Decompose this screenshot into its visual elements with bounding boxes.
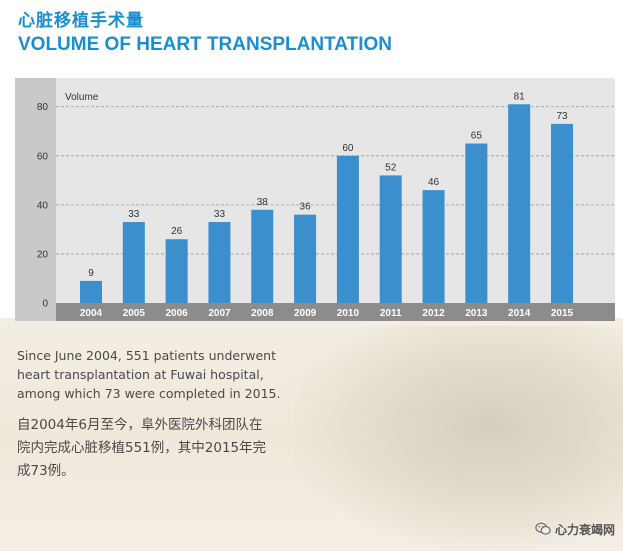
x-tick-label: 2010 xyxy=(337,308,360,319)
bar-value-label: 33 xyxy=(214,209,226,220)
description-en-line: heart transplantation at Fuwai hospital, xyxy=(17,367,264,382)
x-tick-label: 2008 xyxy=(251,308,274,319)
bar-chart: 0 20 40 60 80 Volume 9 33 26 33 38 36 60 52 46 65 81 73… xyxy=(15,78,615,321)
bar-value-label: 52 xyxy=(385,162,397,173)
description-cn-line: 自2004年6月至今，阜外医院外科团队在 xyxy=(17,417,263,433)
surgeon-photo xyxy=(293,326,623,551)
wechat-icon xyxy=(535,522,551,535)
bars xyxy=(80,104,573,303)
y-tick-label: 20 xyxy=(37,249,49,260)
x-tick-label: 2011 xyxy=(380,308,402,319)
bar-value-label: 81 xyxy=(514,91,526,102)
description-english: Since June 2004, 551 patients underwent … xyxy=(17,346,307,403)
chart-container: 0 20 40 60 80 Volume 9 33 26 33 38 36 60 52 46 65 81 73… xyxy=(15,78,615,321)
bar xyxy=(208,222,231,303)
description-en-line: among which 73 were completed in 2015. xyxy=(17,386,281,401)
page-title-cn: 心脏移植手术量 xyxy=(18,11,144,31)
bar xyxy=(80,280,102,303)
watermark-text: 心力衰竭网 xyxy=(554,522,615,537)
bar xyxy=(422,190,445,303)
bar xyxy=(122,222,145,303)
x-tick-label: 2007 xyxy=(208,308,231,319)
x-tick-labels: 2004 2005 2006 2007 2008 2009 2010 2011 2012 2013… xyxy=(80,308,574,319)
bar xyxy=(165,239,188,303)
x-axis-band xyxy=(56,303,615,321)
y-tick-labels: 0 20 40 60 80 xyxy=(37,102,49,309)
bar xyxy=(294,214,317,303)
bar xyxy=(336,155,359,303)
y-axis-label: Volume xyxy=(65,92,99,103)
y-tick-label: 60 xyxy=(37,151,49,162)
y-tick-label: 0 xyxy=(42,299,48,310)
bar-value-labels: 9 33 26 33 38 36 60 52 46 65 81 73 xyxy=(88,91,568,279)
bar xyxy=(251,209,274,303)
bar-value-label: 26 xyxy=(171,226,183,237)
bar xyxy=(465,143,488,303)
bar-value-label: 65 xyxy=(471,131,483,142)
bar xyxy=(379,175,402,303)
x-tick-label: 2014 xyxy=(508,308,531,319)
bar-value-label: 36 xyxy=(300,202,312,213)
x-tick-label: 2009 xyxy=(294,308,317,319)
description-chinese: 自2004年6月至今，阜外医院外科团队在 院内完成心脏移植551例，其中2015… xyxy=(17,414,307,483)
watermark: 心力衰竭网 xyxy=(535,518,615,540)
bar-value-label: 60 xyxy=(342,143,354,154)
bar-value-label: 9 xyxy=(88,268,94,279)
bar-value-label: 46 xyxy=(428,177,440,188)
x-tick-label: 2005 xyxy=(123,308,146,319)
x-tick-label: 2012 xyxy=(422,308,445,319)
x-tick-label: 2004 xyxy=(80,308,103,319)
bar xyxy=(508,104,531,303)
x-tick-label: 2006 xyxy=(166,308,189,319)
description-cn-line: 院内完成心脏移植551例，其中2015年完 xyxy=(17,440,267,456)
x-tick-label: 2013 xyxy=(465,308,488,319)
y-tick-label: 40 xyxy=(37,200,49,211)
description-en-line: Since June 2004, 551 patients underwent xyxy=(17,348,276,363)
bar xyxy=(551,123,573,303)
bar-value-label: 73 xyxy=(556,111,568,122)
bar-value-label: 33 xyxy=(128,209,140,220)
bar-value-label: 38 xyxy=(257,197,269,208)
page-title-en: VOLUME OF HEART TRANSPLANTATION xyxy=(18,34,392,55)
chart-left-strip xyxy=(15,78,56,321)
description-cn-line: 成73例。 xyxy=(17,463,75,479)
y-tick-label: 80 xyxy=(37,102,49,113)
x-tick-label: 2015 xyxy=(551,308,574,319)
